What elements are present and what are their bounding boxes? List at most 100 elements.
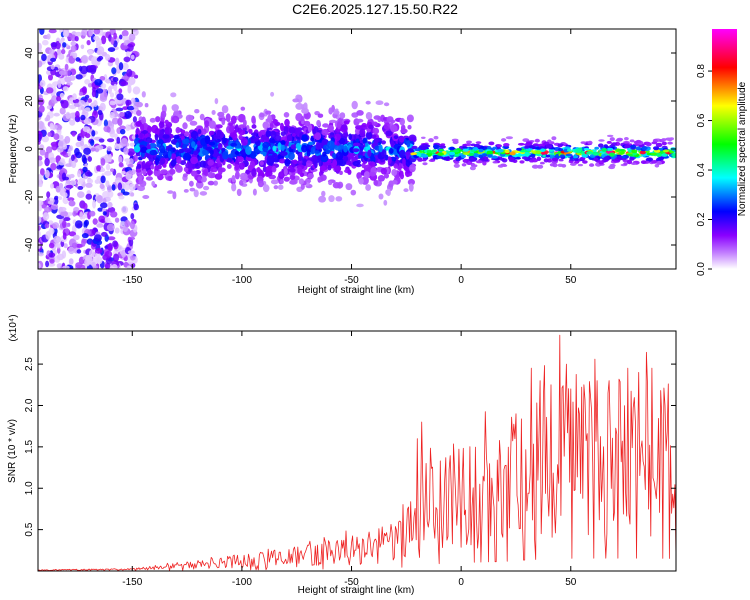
spectrogram-cell: [217, 166, 223, 176]
spectrogram-cell: [126, 80, 132, 88]
spectrogram-cell: [251, 115, 256, 124]
spectrogram-cell: [103, 154, 111, 163]
spectrogram-cell: [297, 154, 303, 161]
spectrogram-cell: [208, 120, 216, 129]
snr-y-tick-label: 1.5: [24, 439, 35, 453]
spectrogram-cell: [222, 151, 229, 160]
spectrogram-cell: [103, 119, 108, 127]
spectrogram-cell: [196, 140, 202, 146]
spectrogram-cell: [171, 115, 180, 124]
spectrogram-cell: [191, 141, 196, 149]
spectrogram-cell: [295, 142, 301, 149]
spectrogram-cell: [341, 132, 349, 138]
spectrogram-cell: [160, 169, 168, 175]
spectrogram-cell: [80, 106, 85, 111]
spectrogram-cell: [94, 148, 100, 153]
spectrogram-cell: [134, 137, 141, 146]
spectrogram-cell: [115, 107, 124, 112]
spectrogram-cell: [497, 148, 504, 153]
spectrogram-cell: [223, 138, 227, 144]
spectrogram-cell: [658, 156, 665, 160]
spectrogram-cell: [84, 219, 89, 227]
spectrogram-cell: [229, 125, 235, 133]
spectrogram-cell: [93, 35, 100, 41]
snr-y-tick-label: 2.0: [24, 398, 35, 412]
spectrogram-cell: [549, 163, 555, 167]
spectrogram-cell: [90, 139, 95, 146]
spectrogram-cell: [328, 124, 334, 132]
spectrogram-cell: [47, 220, 54, 225]
spectrogram-cell: [38, 204, 42, 212]
spectrogram-cell: [348, 133, 353, 140]
spectrogram-cell: [39, 149, 46, 156]
spectrogram-cell: [58, 182, 64, 189]
spectrogram-cell: [314, 150, 320, 154]
spectrogram-cell: [422, 162, 428, 166]
spectrogram-cell: [231, 183, 237, 192]
spectrogram-cell: [93, 136, 101, 141]
spectrogram-cell: [298, 178, 305, 185]
spectrogram-cell: [75, 243, 84, 248]
spectrogram-cell: [193, 189, 199, 198]
spectrogram-cell: [626, 159, 633, 165]
spectrogram-cell: [93, 29, 101, 35]
spectrogram-cell: [381, 140, 386, 145]
spectrogram-cell: [119, 125, 126, 131]
spectrogram-cell: [62, 232, 67, 240]
spectrogram-cell: [603, 156, 610, 161]
spectrogram-cell: [623, 162, 628, 166]
spectrogram-cell: [125, 99, 132, 106]
spectrogram-cell: [65, 184, 74, 189]
spectrogram-cell: [65, 111, 71, 119]
spectrogram-cell: [149, 117, 156, 123]
spectrogram-cell: [99, 102, 106, 112]
spectrogram-cell: [303, 102, 308, 110]
spectrogram-cell: [601, 147, 608, 152]
spectrogram-cell: [318, 195, 326, 203]
spectrogram-cell: [98, 55, 104, 61]
spectrogram-cell: [50, 64, 55, 70]
spectrogram-cell: [297, 159, 303, 165]
spectrogram-cell: [378, 144, 383, 153]
spectrogram-cell: [118, 162, 124, 168]
spectrogram-cell: [147, 125, 152, 134]
spectrogram-cell: [213, 180, 219, 186]
spectrogram-cell: [70, 179, 77, 186]
spectrogram-cell: [408, 134, 417, 142]
spectrogram-cell: [558, 158, 564, 162]
spectrogram-cell: [359, 128, 366, 137]
spectrogram-cell: [48, 157, 57, 164]
spectrogram-cell: [284, 158, 291, 167]
spectrogram-cell: [577, 163, 584, 167]
spectrogram-cell: [167, 175, 173, 182]
spectrogram-cell: [81, 154, 87, 163]
spectrogram-cell: [286, 134, 293, 142]
spectrogram-cell: [119, 112, 125, 117]
spectrogram-cell: [127, 250, 135, 255]
spectrogram-cell: [38, 200, 44, 206]
spectrogram-cell: [52, 222, 60, 229]
spectrogram-cell: [73, 234, 80, 241]
spectrogram-cell: [53, 112, 60, 117]
spectrogram-cell: [59, 92, 65, 99]
spectrogram-cell: [85, 193, 93, 200]
spectrogram-cell: [598, 139, 605, 142]
spectrogram-cell: [82, 126, 91, 133]
spectrogram-cell: [120, 137, 128, 147]
spectrogram-cell: [183, 153, 190, 161]
spectrogram-cell: [519, 150, 527, 153]
spectrogram-cell: [238, 129, 246, 136]
spectrogram-cell: [47, 262, 56, 267]
spectrogram-cell: [207, 180, 215, 186]
spectrogram-cell: [407, 178, 415, 186]
spectrogram-cell: [135, 121, 142, 127]
spectrogram-cell: [492, 146, 498, 150]
spectrogram-cell: [75, 57, 81, 62]
spectrogram-cell: [95, 88, 104, 94]
spectrogram-cell: [373, 179, 379, 186]
spectrogram-cell: [505, 136, 513, 140]
spectrogram-cell: [463, 152, 470, 156]
spectrogram-cell: [488, 141, 495, 146]
spectrogram-cell: [118, 155, 123, 164]
spectrogram-cell: [365, 112, 373, 120]
